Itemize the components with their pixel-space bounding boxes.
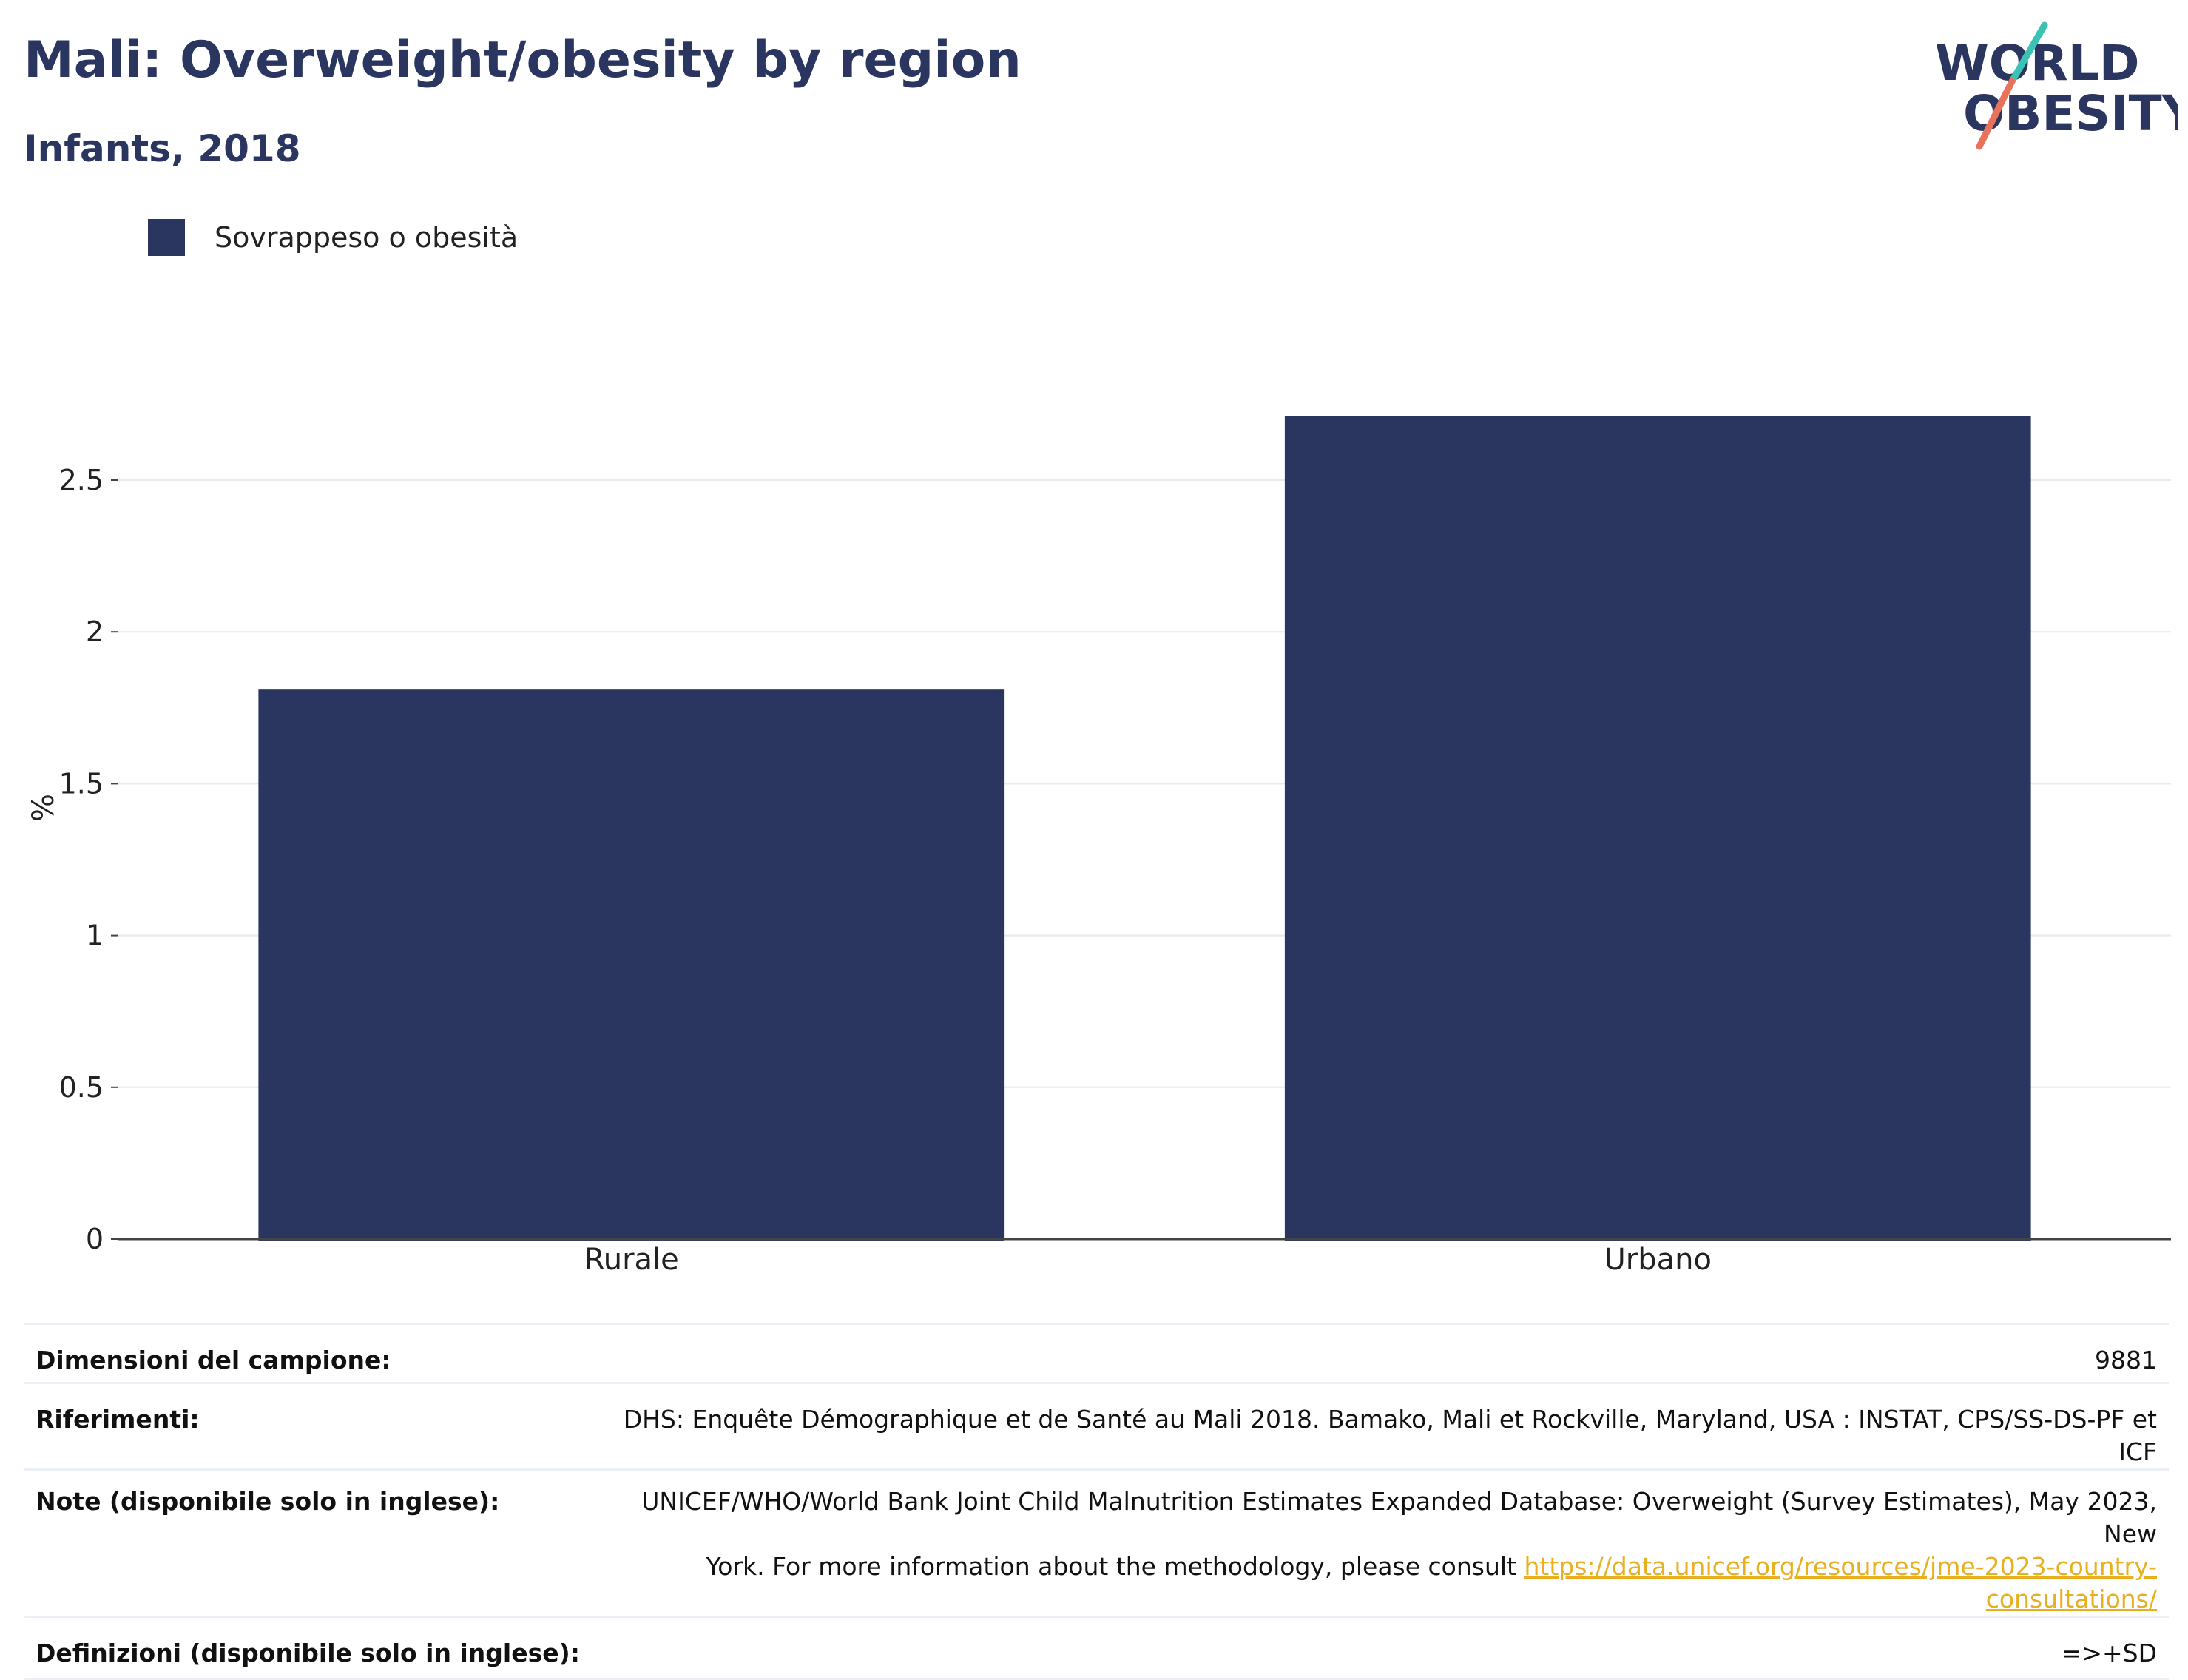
notes-value: UNICEF/WHO/World Bank Joint Child Malnut… xyxy=(592,1470,2169,1617)
sample-size-value: 9881 xyxy=(2095,1346,2157,1374)
bar-chart: 0 0.5 1 1.5 2 2.5 Rurale Urbano % xyxy=(27,416,2171,1277)
y-tick-label: 2.5 xyxy=(59,464,104,496)
bar-rurale xyxy=(258,689,1005,1241)
logo-line1: WORLD xyxy=(1935,35,2140,92)
notes-label: Note (disponibile solo in inglese): xyxy=(36,1487,500,1516)
y-tick-label: 1 xyxy=(86,920,104,952)
page-subtitle: Infants, 2018 xyxy=(24,127,301,170)
notes-link[interactable]: https://data.unicef.org/resources/jme-20… xyxy=(1524,1552,2158,1613)
notes-line2-wrap: York. For more information about the met… xyxy=(604,1551,2157,1616)
x-tick-labels: Rurale Urbano xyxy=(584,1243,1712,1277)
logo-slash-teal xyxy=(2008,21,2048,85)
legend-swatch xyxy=(148,219,185,256)
x-tick-label: Rurale xyxy=(584,1243,679,1277)
bar-urbano xyxy=(1284,416,2031,1242)
definitions-value: =>+SD xyxy=(2061,1639,2157,1667)
table-row-definitions: Definizioni (disponibile solo in inglese… xyxy=(24,1616,2169,1679)
chart-legend[interactable]: Sovrappeso o obesità xyxy=(148,219,518,256)
info-table: Dimensioni del campione: 9881 Riferiment… xyxy=(24,1323,2169,1680)
legend-label: Sovrappeso o obesità xyxy=(215,221,519,254)
references-label: Riferimenti: xyxy=(36,1405,200,1434)
x-tick-label: Urbano xyxy=(1604,1243,1712,1277)
table-row-notes: Note (disponibile solo in inglese): UNIC… xyxy=(24,1469,2169,1617)
y-axis-label: % xyxy=(27,794,61,822)
y-tick-label: 2 xyxy=(86,615,104,648)
sample-size-label: Dimensioni del campione: xyxy=(36,1346,391,1374)
notes-line1: UNICEF/WHO/World Bank Joint Child Malnut… xyxy=(641,1487,2157,1548)
world-obesity-logo[interactable]: WORLD OBESITY xyxy=(1923,21,2178,158)
logo-slash-coral xyxy=(1976,78,2016,150)
definitions-label: Definizioni (disponibile solo in inglese… xyxy=(36,1639,580,1667)
references-value: DHS: Enquête Démographique et de Santé a… xyxy=(623,1405,2157,1466)
y-tick-label: 0 xyxy=(86,1223,104,1255)
table-row-sample-size: Dimensioni del campione: 9881 xyxy=(24,1323,2169,1383)
y-tick-labels: 0 0.5 1 1.5 2 2.5 xyxy=(59,464,118,1255)
y-tick-label: 0.5 xyxy=(59,1071,104,1104)
bars xyxy=(258,416,2031,1242)
table-row-references: Riferimenti: DHS: Enquête Démographique … xyxy=(24,1383,2169,1470)
page-title: Mali: Overweight/obesity by region xyxy=(24,31,1022,90)
y-tick-label: 1.5 xyxy=(59,767,104,800)
notes-line2: York. For more information about the met… xyxy=(706,1552,1516,1581)
